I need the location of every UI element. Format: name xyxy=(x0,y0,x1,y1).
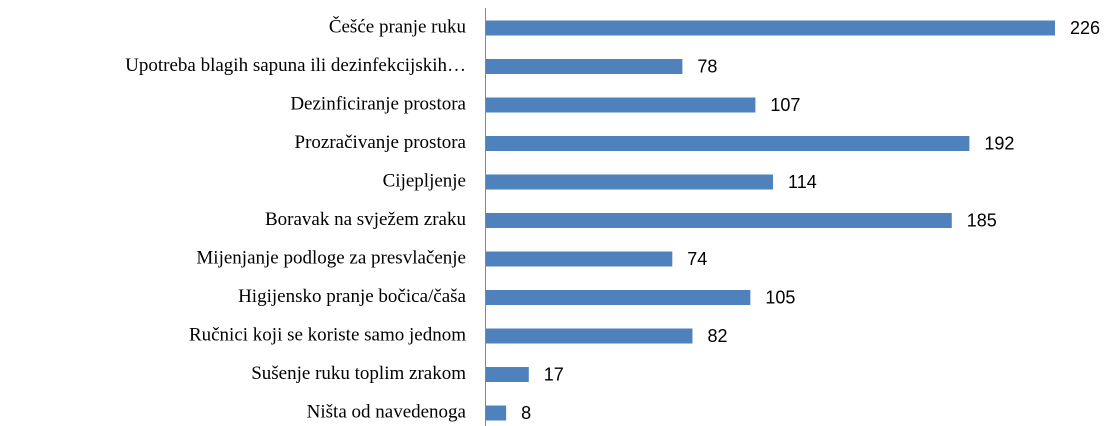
bar xyxy=(486,97,756,113)
bar xyxy=(486,213,952,228)
bar xyxy=(486,20,1055,36)
bar xyxy=(486,251,673,267)
value-label: 17 xyxy=(544,364,564,384)
category-label: Prozračivanje prostora xyxy=(295,132,467,153)
category-label: Sušenje ruku toplim zrakom xyxy=(251,363,466,384)
category-label: Ništa od navedenoga xyxy=(307,401,467,422)
value-label: 82 xyxy=(707,326,727,346)
value-label: 74 xyxy=(687,249,707,269)
bar xyxy=(486,290,751,305)
category-label: Češće pranje ruku xyxy=(329,15,467,37)
bar xyxy=(486,328,693,344)
value-label: 185 xyxy=(967,210,997,230)
bar xyxy=(486,59,683,74)
bar xyxy=(486,136,970,151)
category-label: Dezinficiranje prostora xyxy=(290,93,466,114)
category-label: Boravak na svježem zraku xyxy=(265,209,466,230)
category-label: Cijepljenje xyxy=(383,170,466,191)
value-label: 105 xyxy=(765,287,795,307)
category-label: Higijensko pranje bočica/čaša xyxy=(238,286,466,307)
value-label: 192 xyxy=(984,133,1014,153)
bar xyxy=(486,367,529,382)
value-label: 226 xyxy=(1070,18,1100,38)
category-label: Mijenjanje podloge za presvlačenje xyxy=(196,247,466,268)
value-label: 114 xyxy=(788,172,817,192)
bar xyxy=(486,405,507,421)
value-label: 8 xyxy=(521,403,531,423)
bar xyxy=(486,174,774,190)
category-label: Ručnici koji se koriste samo jednom xyxy=(189,324,466,345)
value-label: 107 xyxy=(770,95,800,115)
category-label: Upotreba blagih sapuna ili dezinfekcijsk… xyxy=(125,55,466,76)
value-label: 78 xyxy=(697,56,717,76)
